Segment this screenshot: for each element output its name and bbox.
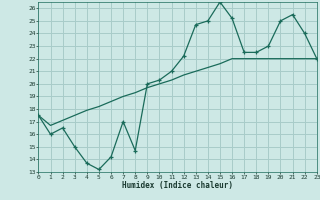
- X-axis label: Humidex (Indice chaleur): Humidex (Indice chaleur): [122, 181, 233, 190]
